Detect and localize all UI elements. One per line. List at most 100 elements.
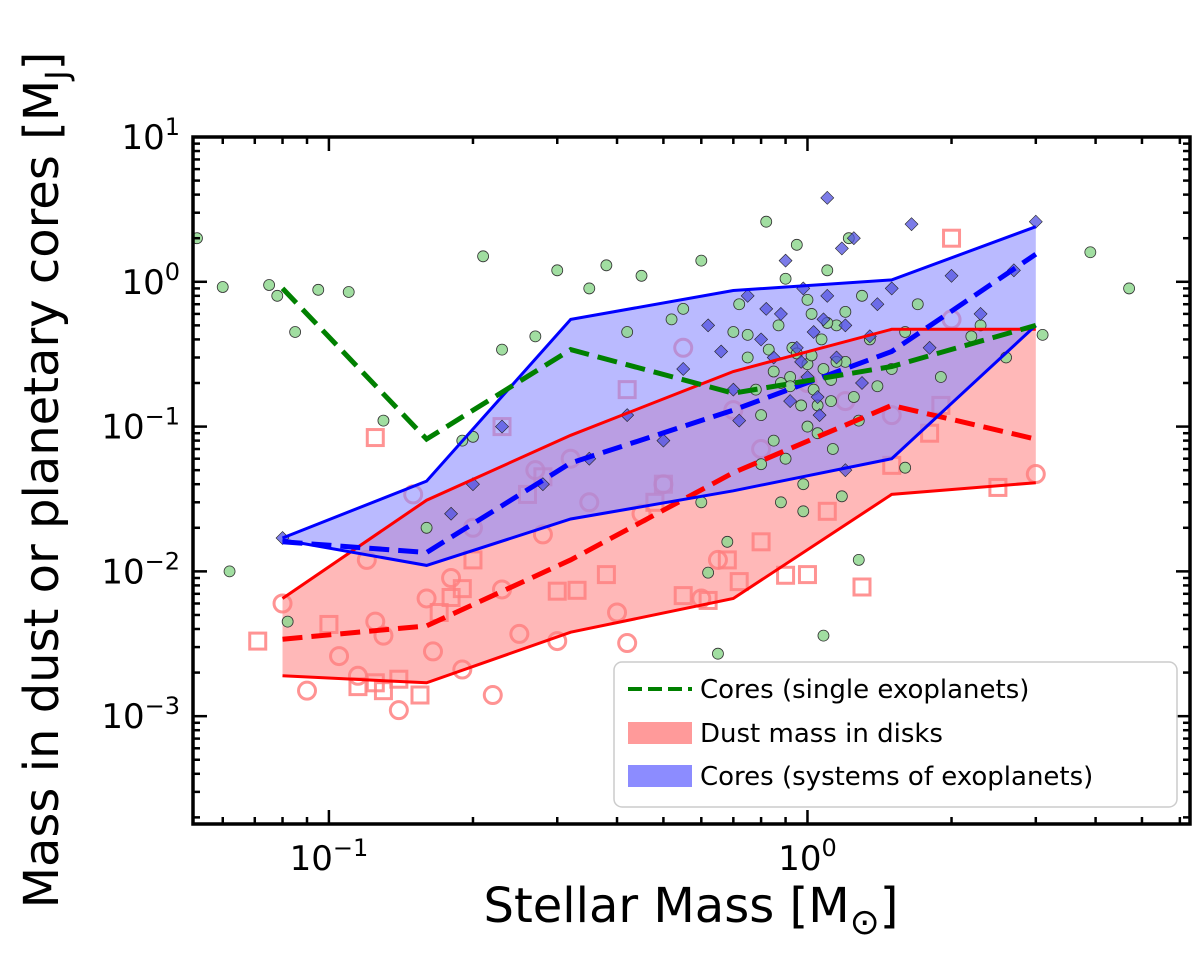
dust-upper-line <box>281 327 1036 600</box>
dust-square-point <box>365 428 385 448</box>
single-exoplanet-point <box>852 554 865 566</box>
dust-circle-point <box>452 659 473 680</box>
system-exoplanet-point <box>656 433 671 448</box>
dust-square-point <box>817 501 837 521</box>
dust-square-point <box>248 631 268 651</box>
y-tick-label: 10−2 <box>101 547 180 592</box>
single-exoplanet-point <box>839 305 852 318</box>
dust-square-point <box>942 228 962 248</box>
legend-handle-dust <box>628 722 692 744</box>
dust-square-point <box>673 586 693 606</box>
single-exoplanet-point <box>312 283 325 296</box>
y-tick-label: 10−3 <box>101 692 180 737</box>
single-exoplanet-point <box>665 313 678 326</box>
single-exoplanet-point <box>797 505 810 518</box>
legend-box <box>613 661 1178 808</box>
system-exoplanet-point <box>973 306 988 321</box>
dust-square-point <box>567 580 587 600</box>
y-tick-label: 10−1 <box>101 403 180 448</box>
system-exoplanet-point <box>732 413 747 428</box>
legend-handle-systems <box>628 765 692 787</box>
single-exoplanet-point <box>767 365 780 378</box>
system-exoplanet-point <box>816 312 831 327</box>
single-exoplanet-point <box>600 259 613 272</box>
system-exoplanet-point <box>778 253 793 268</box>
system-exoplanet-point <box>884 281 899 296</box>
single-exoplanet-point <box>216 281 229 293</box>
single-exoplanet-point <box>496 343 508 356</box>
single-exoplanet-point <box>801 420 814 433</box>
system-exoplanet-point <box>838 318 853 333</box>
single-exoplanet-point <box>871 380 884 393</box>
single-exoplanet-point <box>805 308 818 320</box>
system-exoplanet-point <box>820 288 835 303</box>
single-exoplanet-point <box>790 238 803 251</box>
system-exoplanet-point <box>806 325 821 339</box>
dust-square-point <box>452 579 472 599</box>
dust-circle-point <box>388 700 409 721</box>
single-exoplanet-point <box>551 264 564 277</box>
system-exoplanet-point <box>495 419 509 434</box>
dust-square-point <box>389 669 409 689</box>
legend: Cores (single exoplanets) Dust mass in d… <box>613 661 1178 808</box>
single-exoplanet-point <box>934 371 947 383</box>
systems-upper-line <box>281 225 1037 540</box>
x-tick-label: 100 <box>778 834 837 879</box>
single-exoplanet-point <box>767 434 780 447</box>
single-exoplanet-point <box>702 566 715 579</box>
dust-circle-point <box>297 680 318 701</box>
system-exoplanet-point <box>754 332 769 347</box>
system-exoplanet-point <box>676 362 691 376</box>
single-exoplanet-point <box>741 351 754 364</box>
system-exoplanet-point <box>701 318 716 333</box>
single-exoplanet-point <box>677 302 690 315</box>
x-axis-label: Stellar Mass [M⊙] <box>483 878 898 943</box>
system-exoplanet-point <box>794 354 809 369</box>
plot-content <box>193 190 1136 721</box>
single-exoplanet-point <box>741 328 754 341</box>
system-exoplanet-point <box>870 297 885 312</box>
system-exoplanet-point <box>944 268 959 283</box>
system-exoplanet-point <box>714 344 729 359</box>
plot-frame <box>191 135 1192 826</box>
system-exoplanet-point <box>922 340 937 355</box>
dust-square-point <box>797 565 817 585</box>
single-exoplanet-point <box>733 298 746 311</box>
y-tick-label: 100 <box>121 258 180 303</box>
single-exoplanet-point <box>856 289 868 302</box>
systems-median-line <box>282 252 1038 556</box>
single-exoplanet-point <box>762 343 775 356</box>
system-exoplanet-point <box>810 390 825 404</box>
single-exoplanet-point <box>772 319 785 332</box>
single-exoplanet-point <box>779 452 792 465</box>
single-exoplanet-point <box>583 282 596 295</box>
system-exoplanet-point <box>740 288 755 303</box>
single-exoplanet-point <box>289 326 302 338</box>
single-exoplanet-point <box>755 409 767 422</box>
single-exoplanet-point <box>835 490 848 503</box>
dust-square-point <box>547 581 567 601</box>
single-exoplanet-point <box>817 629 830 642</box>
single-exoplanet-point <box>377 414 390 427</box>
dust-circle-point <box>441 568 462 589</box>
dust-square-point <box>776 565 796 585</box>
single-exoplanet-point <box>801 293 814 306</box>
single-exoplanet-point <box>774 496 787 509</box>
single-exoplanet-point <box>420 521 433 534</box>
y-tick-label: 101 <box>121 113 180 158</box>
x-tick-label: 10−1 <box>290 834 369 879</box>
legend-label-systems: Cores (systems of exoplanets) <box>700 762 1093 792</box>
single-exoplanet-point <box>223 565 236 578</box>
single-exoplanet-point <box>825 395 837 407</box>
single-exoplanet-point <box>721 535 734 548</box>
system-exoplanet-point <box>759 301 774 316</box>
legend-label-single-cores: Cores (single exoplanets) <box>700 675 1029 705</box>
axis-ticks: 10−1 100 10−3 10−2 10−1 100 101 <box>101 113 1190 879</box>
dust-square-point <box>729 572 749 592</box>
dust-circle-point <box>416 588 437 609</box>
single-exoplanet-point <box>911 298 924 311</box>
y-axis-label: Mass in dust or planetary cores [MJ] <box>14 52 76 909</box>
system-exoplanet-point <box>855 376 869 390</box>
system-exoplanet-point <box>812 408 827 423</box>
